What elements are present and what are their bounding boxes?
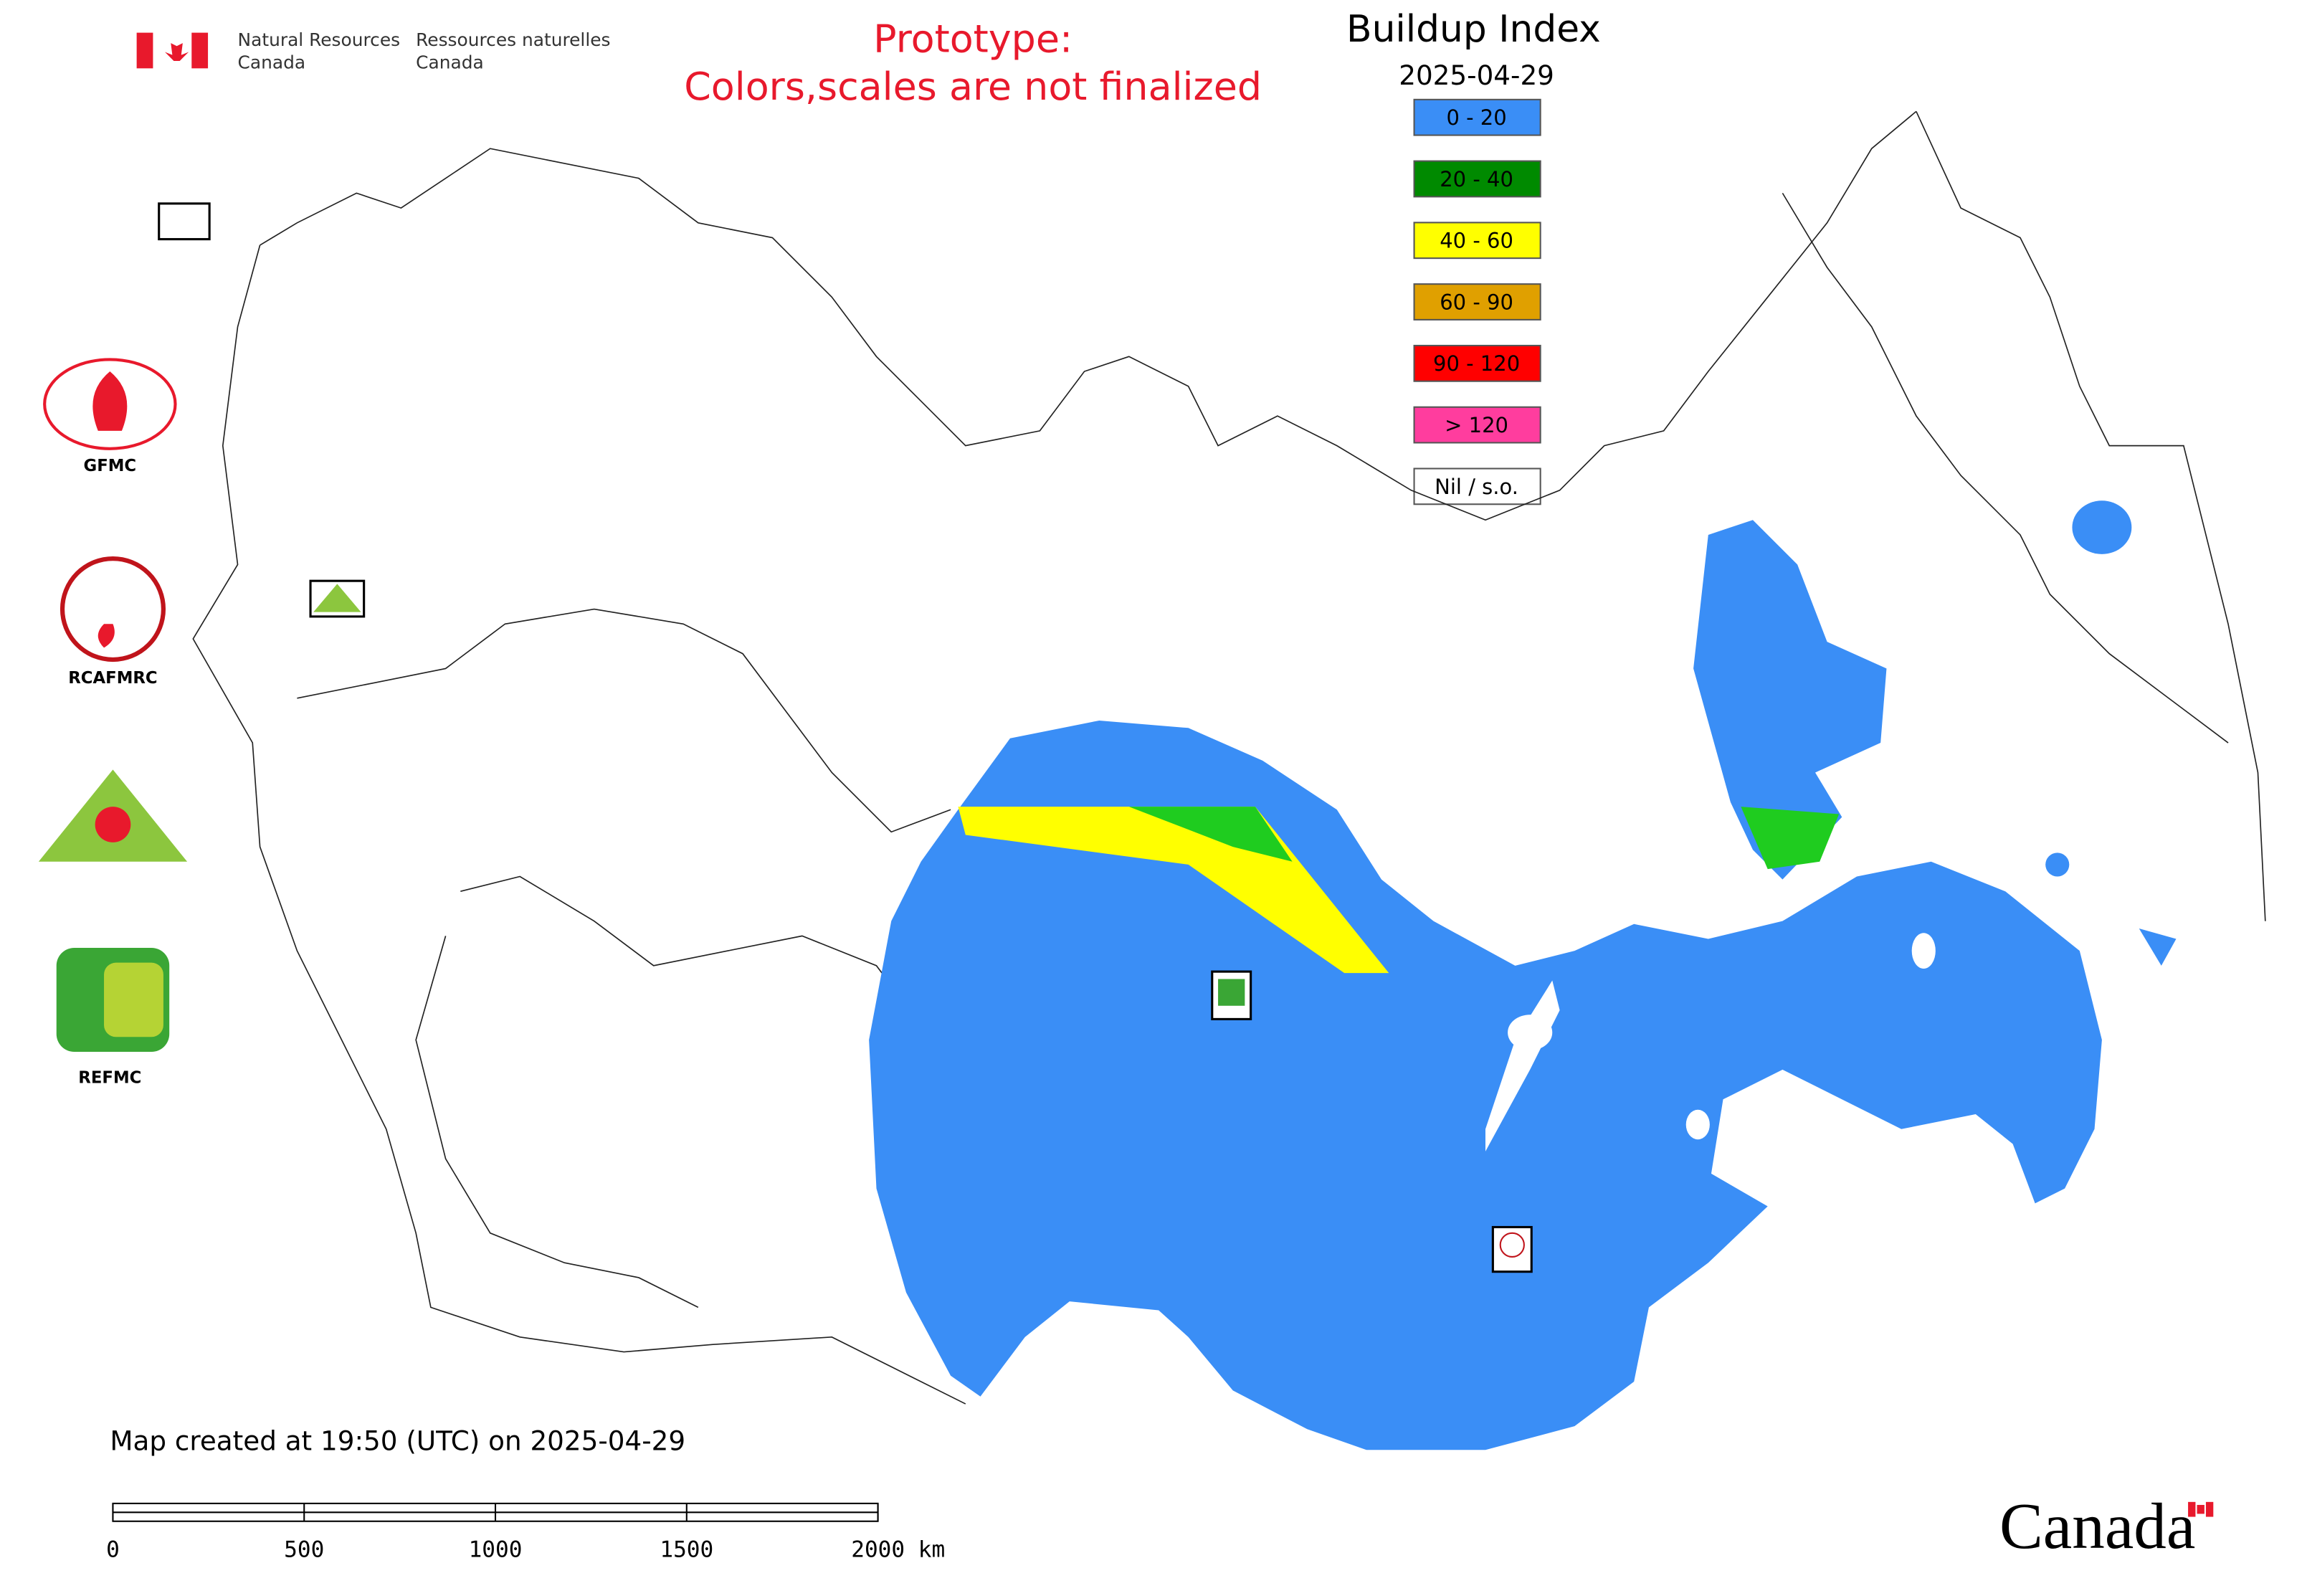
notice: Colors,scales are not finalized	[684, 64, 1262, 109]
legend-label: > 120	[1445, 413, 1508, 437]
legend-label: Nil / s.o.	[1435, 475, 1518, 499]
legend-date: 2025-04-29	[1399, 60, 1554, 91]
legend-label: 20 - 40	[1440, 167, 1513, 191]
notice: Prototype:	[873, 16, 1072, 62]
legend-label: 60 - 90	[1440, 290, 1513, 314]
scale-label: 500	[284, 1536, 324, 1562]
legend-label: 0 - 20	[1446, 105, 1506, 130]
logo-label: REFMC	[78, 1069, 141, 1088]
legend-swatch	[1413, 222, 1541, 260]
scale-label: 1000	[469, 1536, 523, 1562]
legend-swatch	[1413, 98, 1541, 136]
legend-swatch	[1413, 467, 1541, 505]
legend: 0 - 20 20 - 40 40 - 60 60 - 90 90 - 120 > 120…	[1413, 98, 1541, 505]
legend-label: 90 - 120	[1433, 351, 1520, 376]
scale-bar: 0 500 1000 1500 2000 km	[106, 1502, 945, 1562]
coverage	[869, 500, 2177, 1450]
logo-label: GFMC	[84, 457, 137, 475]
legend-title: Buildup Index	[1346, 8, 1601, 51]
agency-fr: Canada	[416, 52, 484, 72]
canada-flag	[136, 32, 209, 69]
agency-en: Natural Resources	[238, 29, 401, 50]
legend-label: 40 - 60	[1440, 229, 1513, 253]
scale-label: 2000 km	[851, 1536, 945, 1562]
scale-label: 0	[106, 1536, 120, 1562]
coastlines	[192, 110, 2266, 1405]
scale-label: 1500	[660, 1536, 713, 1562]
legend-swatch	[1413, 283, 1541, 320]
legend-swatch	[1413, 160, 1541, 198]
logo-label: RCAFMRC	[68, 669, 157, 688]
logos	[38, 202, 1533, 1273]
wordmark: Canada	[1999, 1490, 2195, 1562]
canada-wordmark	[2188, 1501, 2214, 1517]
legend-swatch	[1413, 406, 1541, 444]
created-note: Map created at 19:50 (UTC) on 2025-04-29	[110, 1425, 685, 1456]
agency-en: Canada	[238, 52, 306, 72]
legend-swatch	[1413, 344, 1541, 382]
agency-fr: Ressources naturelles	[416, 29, 610, 50]
